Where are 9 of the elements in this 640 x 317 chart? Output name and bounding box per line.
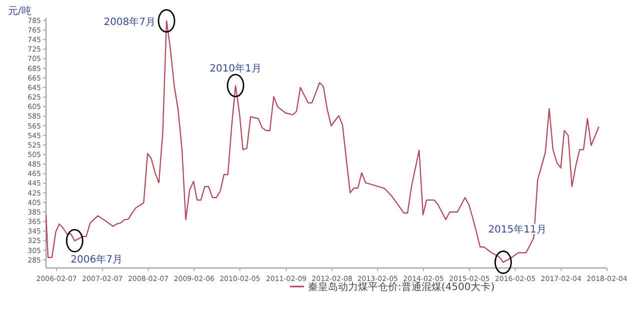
annotation: 2010年1月 [210,62,262,75]
ylabel: 元/吨 [8,6,32,17]
annotation: 2006年7月 [66,229,122,266]
legend: 秦皇岛动力煤平仓价:普通混煤(4500大卡) [290,282,495,293]
annotation: 2010年1月 [210,64,262,98]
annotation: 2006年7月 [70,254,122,266]
annotation: 2008年7月 [104,16,156,28]
legend-label: 秦皇岛动力煤平仓价:普通混煤(4500大卡) [308,281,495,293]
annotation: 2008年7月 [104,9,176,33]
